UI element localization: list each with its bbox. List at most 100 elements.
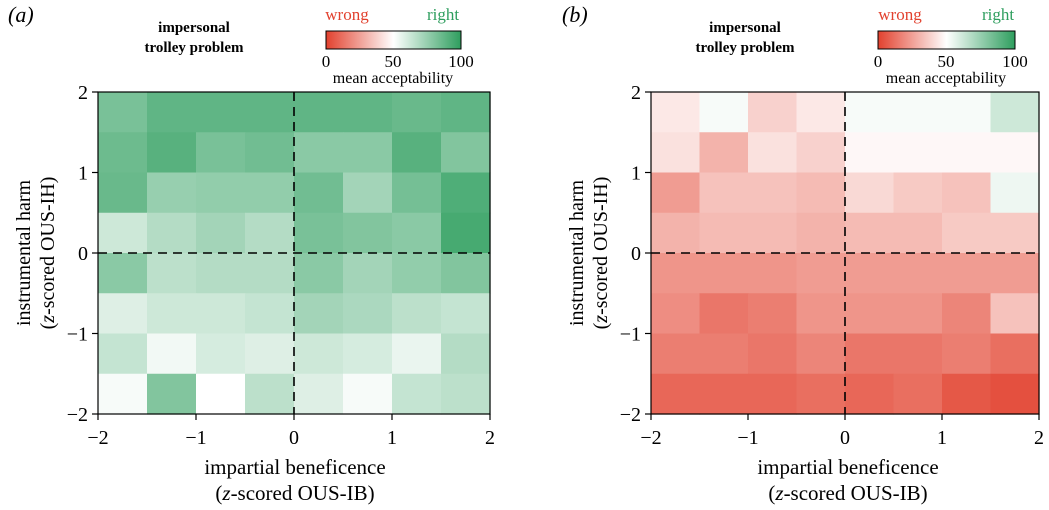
heatmap-cell-r7-c1 [147, 373, 197, 415]
heatmap-cell-r1-c4 [294, 132, 344, 174]
heatmap-cell-r6-c6 [392, 333, 442, 375]
x-tick-label: 1 [937, 427, 947, 449]
heatmap-cell-r0-c6 [942, 92, 992, 133]
colorbar-tick-100-b: 100 [1002, 52, 1028, 71]
heatmap-cell-r4-c1 [147, 253, 197, 294]
x-axis-label-line1-b: impartial beneficence [757, 455, 938, 479]
heatmap-cell-r0-c5 [893, 92, 943, 133]
heatmap-cell-r3-c4 [294, 212, 344, 254]
heatmap-cell-r5-c1 [699, 293, 749, 335]
panel-a: (a) −2 −1 0 1 2 2 1 0 −1 −2 impersonal trolley p… [8, 2, 495, 505]
heatmap-cell-r4-c2 [196, 253, 246, 294]
heatmap-cell-r7-c6 [392, 373, 442, 415]
heatmap-cell-r0-c1 [147, 92, 197, 133]
heatmap-cell-r6-c0 [651, 333, 701, 375]
inset-title-line1-a: impersonal [158, 20, 230, 36]
colorbar-tick-0-b: 0 [874, 52, 883, 71]
heatmap-cell-r7-c7 [990, 373, 1040, 415]
heatmap-cell-r5-c3 [245, 293, 295, 335]
heatmap-cell-r1-c6 [392, 132, 442, 174]
heatmap-cell-r2-c7 [990, 172, 1040, 214]
heatmap-cell-r7-c3 [245, 373, 295, 415]
heatmap-cell-r3-c0 [98, 212, 148, 254]
heatmap-cell-r2-c1 [147, 172, 197, 214]
heatmap-cell-r3-c3 [245, 212, 295, 254]
heatmap-cell-r6-c4 [845, 333, 895, 375]
y-tick-label: 1 [631, 163, 641, 185]
inset-title-line1-b: impersonal [709, 20, 781, 36]
heatmap-cell-r2-c4 [845, 172, 895, 214]
colorbar-a [325, 30, 462, 50]
x-tick-label: 1 [387, 427, 397, 449]
heatmap-b [651, 92, 1040, 415]
heatmap-cell-r3-c7 [441, 212, 491, 254]
heatmap-cell-r7-c0 [98, 373, 148, 415]
heatmap-cell-r0-c6 [392, 92, 442, 133]
heatmap-cell-r4-c4 [845, 253, 895, 294]
heatmap-cell-r5-c4 [294, 293, 344, 335]
heatmap-cell-r1-c0 [98, 132, 148, 174]
heatmap-cell-r4-c3 [796, 253, 846, 294]
heatmap-cell-r4-c3 [245, 253, 295, 294]
heatmap-cell-r6-c7 [990, 333, 1040, 375]
heatmap-cell-r0-c7 [441, 92, 491, 133]
heatmap-cell-r1-c4 [845, 132, 895, 174]
y-tick-label: −2 [620, 404, 641, 426]
colorbar-label-b: mean acceptability [886, 70, 1006, 87]
heatmap-cell-r0-c7 [990, 92, 1040, 133]
heatmap-cell-r6-c7 [441, 333, 491, 375]
heatmap-cell-r0-c0 [651, 92, 701, 133]
heatmap-cell-r3-c5 [343, 212, 393, 254]
heatmap-cell-r4-c5 [893, 253, 943, 294]
x-axis-label-line2-a: (z-scored OUS-IB) [215, 481, 374, 505]
x-ticks-b: −2 −1 0 1 2 [640, 414, 1044, 449]
heatmap-cell-r1-c2 [196, 132, 246, 174]
heatmap-cell-r2-c3 [796, 172, 846, 214]
heatmap-cell-r3-c5 [893, 212, 943, 254]
heatmap-cell-r3-c6 [942, 212, 992, 254]
y-ticks-b: 2 1 0 −1 −2 [620, 82, 651, 426]
heatmap-cell-r1-c3 [796, 132, 846, 174]
heatmap-cell-r3-c3 [796, 212, 846, 254]
heatmap-cell-r1-c5 [343, 132, 393, 174]
colorbar-tick-50-b: 50 [938, 52, 955, 71]
heatmap-cell-r7-c0 [651, 373, 701, 415]
heatmap-cell-r2-c4 [294, 172, 344, 214]
heatmap-cell-r2-c1 [699, 172, 749, 214]
heatmap-cell-r2-c0 [651, 172, 701, 214]
colorbar-wrong-label-b: wrong [878, 5, 922, 24]
y-tick-label: 0 [631, 243, 641, 265]
heatmap-cell-r5-c2 [196, 293, 246, 335]
heatmap-cell-r7-c4 [845, 373, 895, 415]
heatmap-cell-r5-c6 [392, 293, 442, 335]
heatmap-cell-r5-c2 [748, 293, 798, 335]
heatmap-cell-r1-c3 [245, 132, 295, 174]
y-tick-label: 2 [78, 82, 88, 104]
heatmap-cell-r6-c5 [893, 333, 943, 375]
colorbar-tick-50-a: 50 [385, 52, 402, 71]
heatmap-cell-r0-c1 [699, 92, 749, 133]
heatmap-cell-r4-c4 [294, 253, 344, 294]
heatmap-cell-r6-c3 [245, 333, 295, 375]
heatmap-cell-r0-c3 [796, 92, 846, 133]
heatmap-cell-r5-c4 [845, 293, 895, 335]
y-axis-label-line2-a: (z-scored OUS-IH) [37, 177, 59, 330]
colorbar-wrong-label-a: wrong [325, 5, 369, 24]
heatmap-cell-r6-c6 [942, 333, 992, 375]
heatmap-cell-r1-c5 [893, 132, 943, 174]
panel-b: (b) −2 −1 0 1 2 2 1 0 −1 −2 impersonal trolley p… [562, 2, 1044, 505]
x-axis-label-line2-b: (z-scored OUS-IB) [768, 481, 927, 505]
heatmap-cell-r5-c1 [147, 293, 197, 335]
heatmap-cell-r1-c2 [748, 132, 798, 174]
heatmap-cell-r6-c0 [98, 333, 148, 375]
heatmap-cell-r3-c1 [147, 212, 197, 254]
heatmap-cell-r5-c0 [98, 293, 148, 335]
heatmap-cell-r3-c4 [845, 212, 895, 254]
x-tick-label: −2 [640, 427, 661, 449]
heatmap-cell-r2-c2 [748, 172, 798, 214]
y-axis-label-line1-a: instrumental harm [13, 180, 35, 327]
heatmap-cell-r4-c6 [392, 253, 442, 294]
y-ticks-a: 2 1 0 −1 −2 [67, 82, 98, 426]
heatmap-cell-r2-c7 [441, 172, 491, 214]
